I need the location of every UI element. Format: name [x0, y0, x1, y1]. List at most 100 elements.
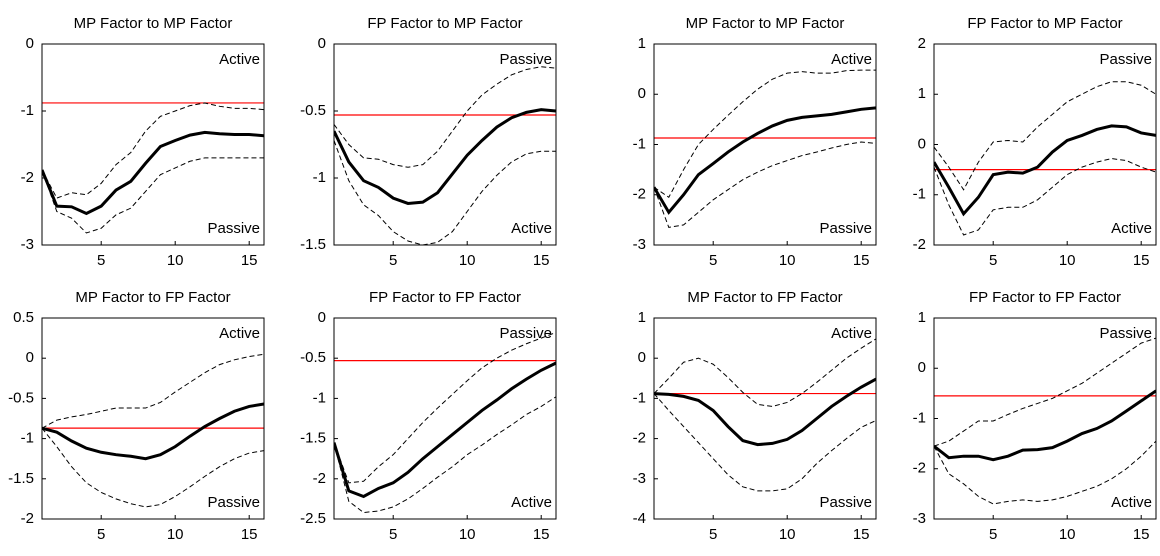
panel-title: MP Factor to FP Factor — [75, 289, 230, 306]
x-tick-label: 15 — [241, 526, 258, 543]
annotation: Active — [511, 494, 552, 511]
y-tick-label: -1 — [913, 409, 926, 426]
x-tick-label: 10 — [779, 252, 796, 269]
x-tick-label: 15 — [533, 252, 550, 269]
y-tick-label: -3 — [913, 510, 926, 527]
y-tick-label: -0.5 — [300, 349, 326, 366]
y-tick-label: -0.5 — [300, 102, 326, 119]
annotation: Active — [831, 325, 872, 342]
y-tick-label: 0 — [26, 35, 34, 52]
axes-box — [41, 43, 265, 246]
band-line — [654, 69, 876, 198]
band-line — [934, 337, 1156, 447]
axes-box — [41, 317, 265, 520]
annotation: Active — [1111, 494, 1152, 511]
y-tick-label: -1 — [633, 135, 646, 152]
y-tick-label: 0 — [26, 349, 34, 366]
y-tick-label: 1 — [638, 35, 646, 52]
panel: MP Factor to MP Factor 0 -1 -2 -3 5 10 15 Active… — [21, 15, 265, 269]
axes-box — [653, 317, 877, 520]
y-tick-label: -2.5 — [300, 510, 326, 527]
y-tick-label: -1 — [21, 102, 34, 119]
y-tick-label: 0 — [918, 135, 926, 152]
y-tick-label: 1 — [918, 309, 926, 326]
x-tick-label: 15 — [1133, 526, 1150, 543]
x-tick-label: 5 — [97, 526, 105, 543]
y-tick-label: -2 — [21, 169, 34, 186]
x-tick-label: 10 — [1059, 252, 1076, 269]
plot-area — [654, 69, 876, 228]
plot-area — [934, 81, 1156, 236]
y-tick-label: 0 — [638, 349, 646, 366]
annotation: Passive — [207, 494, 260, 511]
y-tick-label: -1 — [21, 430, 34, 447]
annotation: Active — [831, 51, 872, 68]
axes-box — [333, 43, 557, 246]
panel-title: MP Factor to MP Factor — [686, 15, 845, 32]
x-tick-label: 5 — [989, 252, 997, 269]
annotation: Passive — [1099, 51, 1152, 68]
y-tick-label: -0.5 — [8, 389, 34, 406]
x-tick-label: 10 — [1059, 526, 1076, 543]
y-tick-label: -1 — [313, 389, 326, 406]
x-tick-label: 5 — [389, 526, 397, 543]
band-line — [934, 81, 1156, 191]
y-tick-label: 0 — [318, 309, 326, 326]
x-tick-label: 15 — [533, 526, 550, 543]
y-tick-label: 0.5 — [13, 309, 34, 326]
y-tick-label: -1 — [313, 169, 326, 186]
x-tick-label: 10 — [459, 252, 476, 269]
y-tick-label: 0 — [918, 359, 926, 376]
panel-title: MP Factor to MP Factor — [74, 15, 233, 32]
annotation: Passive — [819, 220, 872, 237]
annotation: Active — [511, 220, 552, 237]
x-tick-label: 5 — [97, 252, 105, 269]
y-tick-label: 2 — [918, 35, 926, 52]
y-tick-label: -2 — [913, 236, 926, 253]
y-tick-label: -1.5 — [8, 470, 34, 487]
annotation: Active — [219, 51, 260, 68]
panel-title: FP Factor to MP Factor — [367, 15, 522, 32]
y-tick-label: -3 — [633, 470, 646, 487]
median-line — [334, 361, 556, 499]
annotation: Passive — [207, 220, 260, 237]
band-line — [334, 332, 556, 484]
y-tick-label: -1 — [633, 389, 646, 406]
y-tick-label: -2 — [913, 460, 926, 477]
y-tick-label: -1.5 — [300, 236, 326, 253]
y-tick-label: -3 — [21, 236, 34, 253]
plot-area — [42, 102, 264, 234]
plot-area — [334, 332, 556, 514]
y-tick-label: -2 — [633, 186, 646, 203]
y-tick-label: -2 — [633, 430, 646, 447]
x-tick-label: 15 — [1133, 252, 1150, 269]
band-line — [934, 158, 1156, 236]
x-tick-label: 15 — [241, 252, 258, 269]
band-line — [42, 102, 264, 199]
y-tick-label: -4 — [633, 510, 646, 527]
y-tick-label: 0 — [318, 35, 326, 52]
x-tick-label: 5 — [709, 526, 717, 543]
y-tick-label: -2 — [313, 470, 326, 487]
panel: MP Factor to FP Factor 0.5 0 -0.5 -1 -1.5 -2 5 1… — [8, 289, 265, 543]
x-tick-label: 15 — [853, 526, 870, 543]
band-line — [42, 427, 264, 508]
annotation: Active — [1111, 220, 1152, 237]
median-line — [654, 106, 876, 215]
x-tick-label: 10 — [167, 252, 184, 269]
x-tick-label: 15 — [853, 252, 870, 269]
axes-box — [933, 317, 1157, 520]
median-line — [42, 130, 264, 216]
median-line — [934, 389, 1156, 462]
annotation: Passive — [819, 494, 872, 511]
plot-area — [334, 66, 556, 245]
annotation: Passive — [1099, 325, 1152, 342]
x-tick-label: 5 — [709, 252, 717, 269]
median-line — [934, 124, 1156, 217]
x-tick-label: 5 — [389, 252, 397, 269]
panel-title: FP Factor to MP Factor — [967, 15, 1122, 32]
